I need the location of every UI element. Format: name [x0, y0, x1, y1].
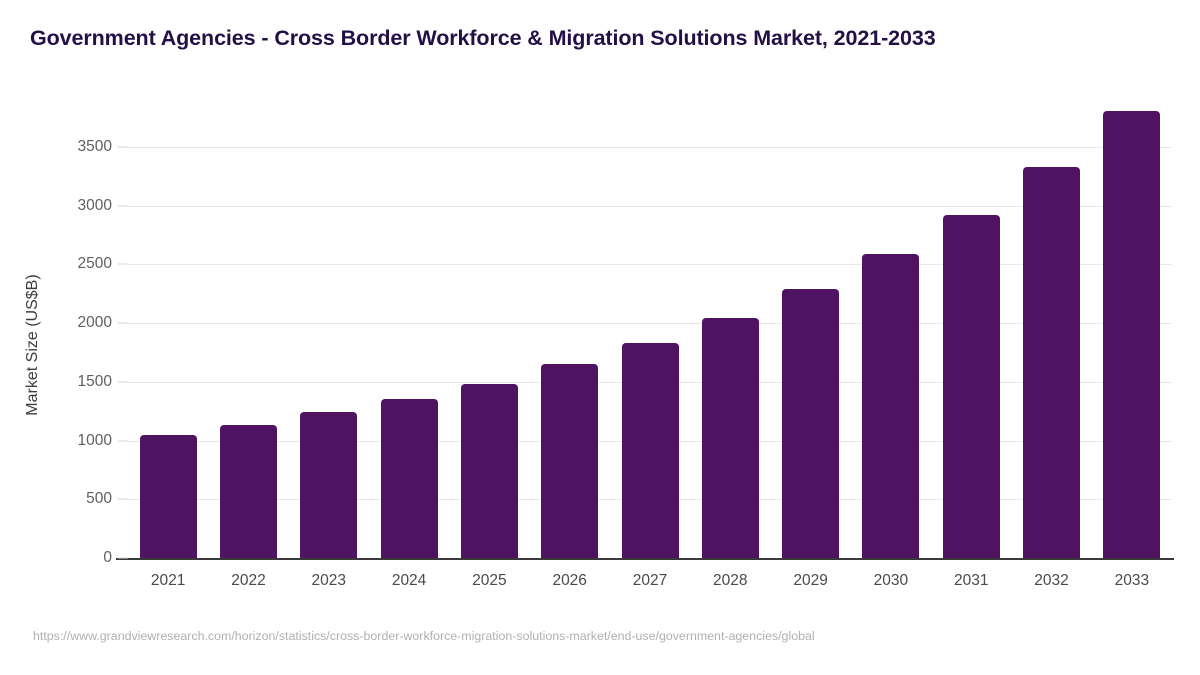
- y-axis-tick-label: 3000: [77, 196, 112, 214]
- gridline: [128, 205, 1172, 207]
- y-axis-tick-label: 0: [103, 549, 112, 566]
- source-url: https://www.grandviewresearch.com/horizo…: [33, 629, 815, 643]
- y-axis-tick-mark: [118, 146, 128, 148]
- y-axis-tick-label: 3500: [77, 138, 112, 155]
- bars-layer: [128, 110, 1172, 558]
- bar-2026[interactable]: [541, 363, 599, 558]
- y-axis-tick-label: 2000: [77, 314, 112, 332]
- bar-2023[interactable]: [300, 412, 358, 558]
- gridline: [128, 147, 1172, 148]
- bar-2029[interactable]: [782, 289, 840, 558]
- y-axis-tick-mark: [118, 440, 128, 442]
- x-axis-tick-label-2023: 2023: [311, 572, 347, 589]
- y-axis-tick-mark: [118, 322, 128, 324]
- y-axis-tick-mark: [118, 498, 128, 500]
- bar-2032[interactable]: [1023, 166, 1081, 558]
- x-axis-tick-label-2022: 2022: [231, 572, 266, 589]
- y-axis-title: Market Size (US$B): [24, 274, 41, 416]
- y-axis-tick-mark: [118, 205, 128, 207]
- y-axis-tick-label: 1500: [77, 372, 112, 390]
- bar-2025[interactable]: [460, 383, 518, 558]
- bar-2021[interactable]: [139, 434, 197, 558]
- y-axis-tick-label: 500: [86, 490, 112, 508]
- bar-2027[interactable]: [621, 342, 679, 558]
- y-axis-tick-mark: [118, 381, 128, 383]
- bar-2024[interactable]: [380, 398, 438, 558]
- x-axis-tick-label-2027: 2027: [632, 572, 668, 589]
- x-axis-tick-label-2030: 2030: [873, 572, 909, 589]
- y-axis-tick-mark: [118, 557, 128, 559]
- y-axis-tick-label: 1000: [77, 431, 112, 449]
- gridline: [128, 323, 1172, 325]
- gridline: [128, 264, 1172, 266]
- bar-2028[interactable]: [701, 317, 759, 558]
- bar-2031[interactable]: [942, 215, 1000, 558]
- x-axis-tick-label-2029: 2029: [793, 572, 828, 589]
- bar-2022[interactable]: [219, 424, 277, 558]
- bar-2033[interactable]: [1103, 110, 1161, 558]
- x-axis-tick-label-2025: 2025: [472, 572, 507, 589]
- y-axis-tick-mark: [118, 263, 128, 265]
- x-axis-tick-label-2028: 2028: [713, 572, 748, 589]
- x-axis-tick-label-2031: 2031: [953, 572, 989, 589]
- x-axis-line: [116, 558, 1174, 560]
- x-axis-tick-label-2032: 2032: [1034, 572, 1069, 589]
- x-axis-tick-label-2021: 2021: [150, 572, 186, 589]
- page-title: Government Agencies - Cross Border Workf…: [30, 26, 936, 50]
- x-axis-tick-label-2033: 2033: [1114, 572, 1150, 589]
- y-axis-tick-label: 2500: [77, 255, 112, 273]
- x-axis-tick-label-2026: 2026: [552, 572, 587, 589]
- bar-2030[interactable]: [862, 254, 920, 558]
- x-axis-tick-label-2024: 2024: [391, 572, 427, 589]
